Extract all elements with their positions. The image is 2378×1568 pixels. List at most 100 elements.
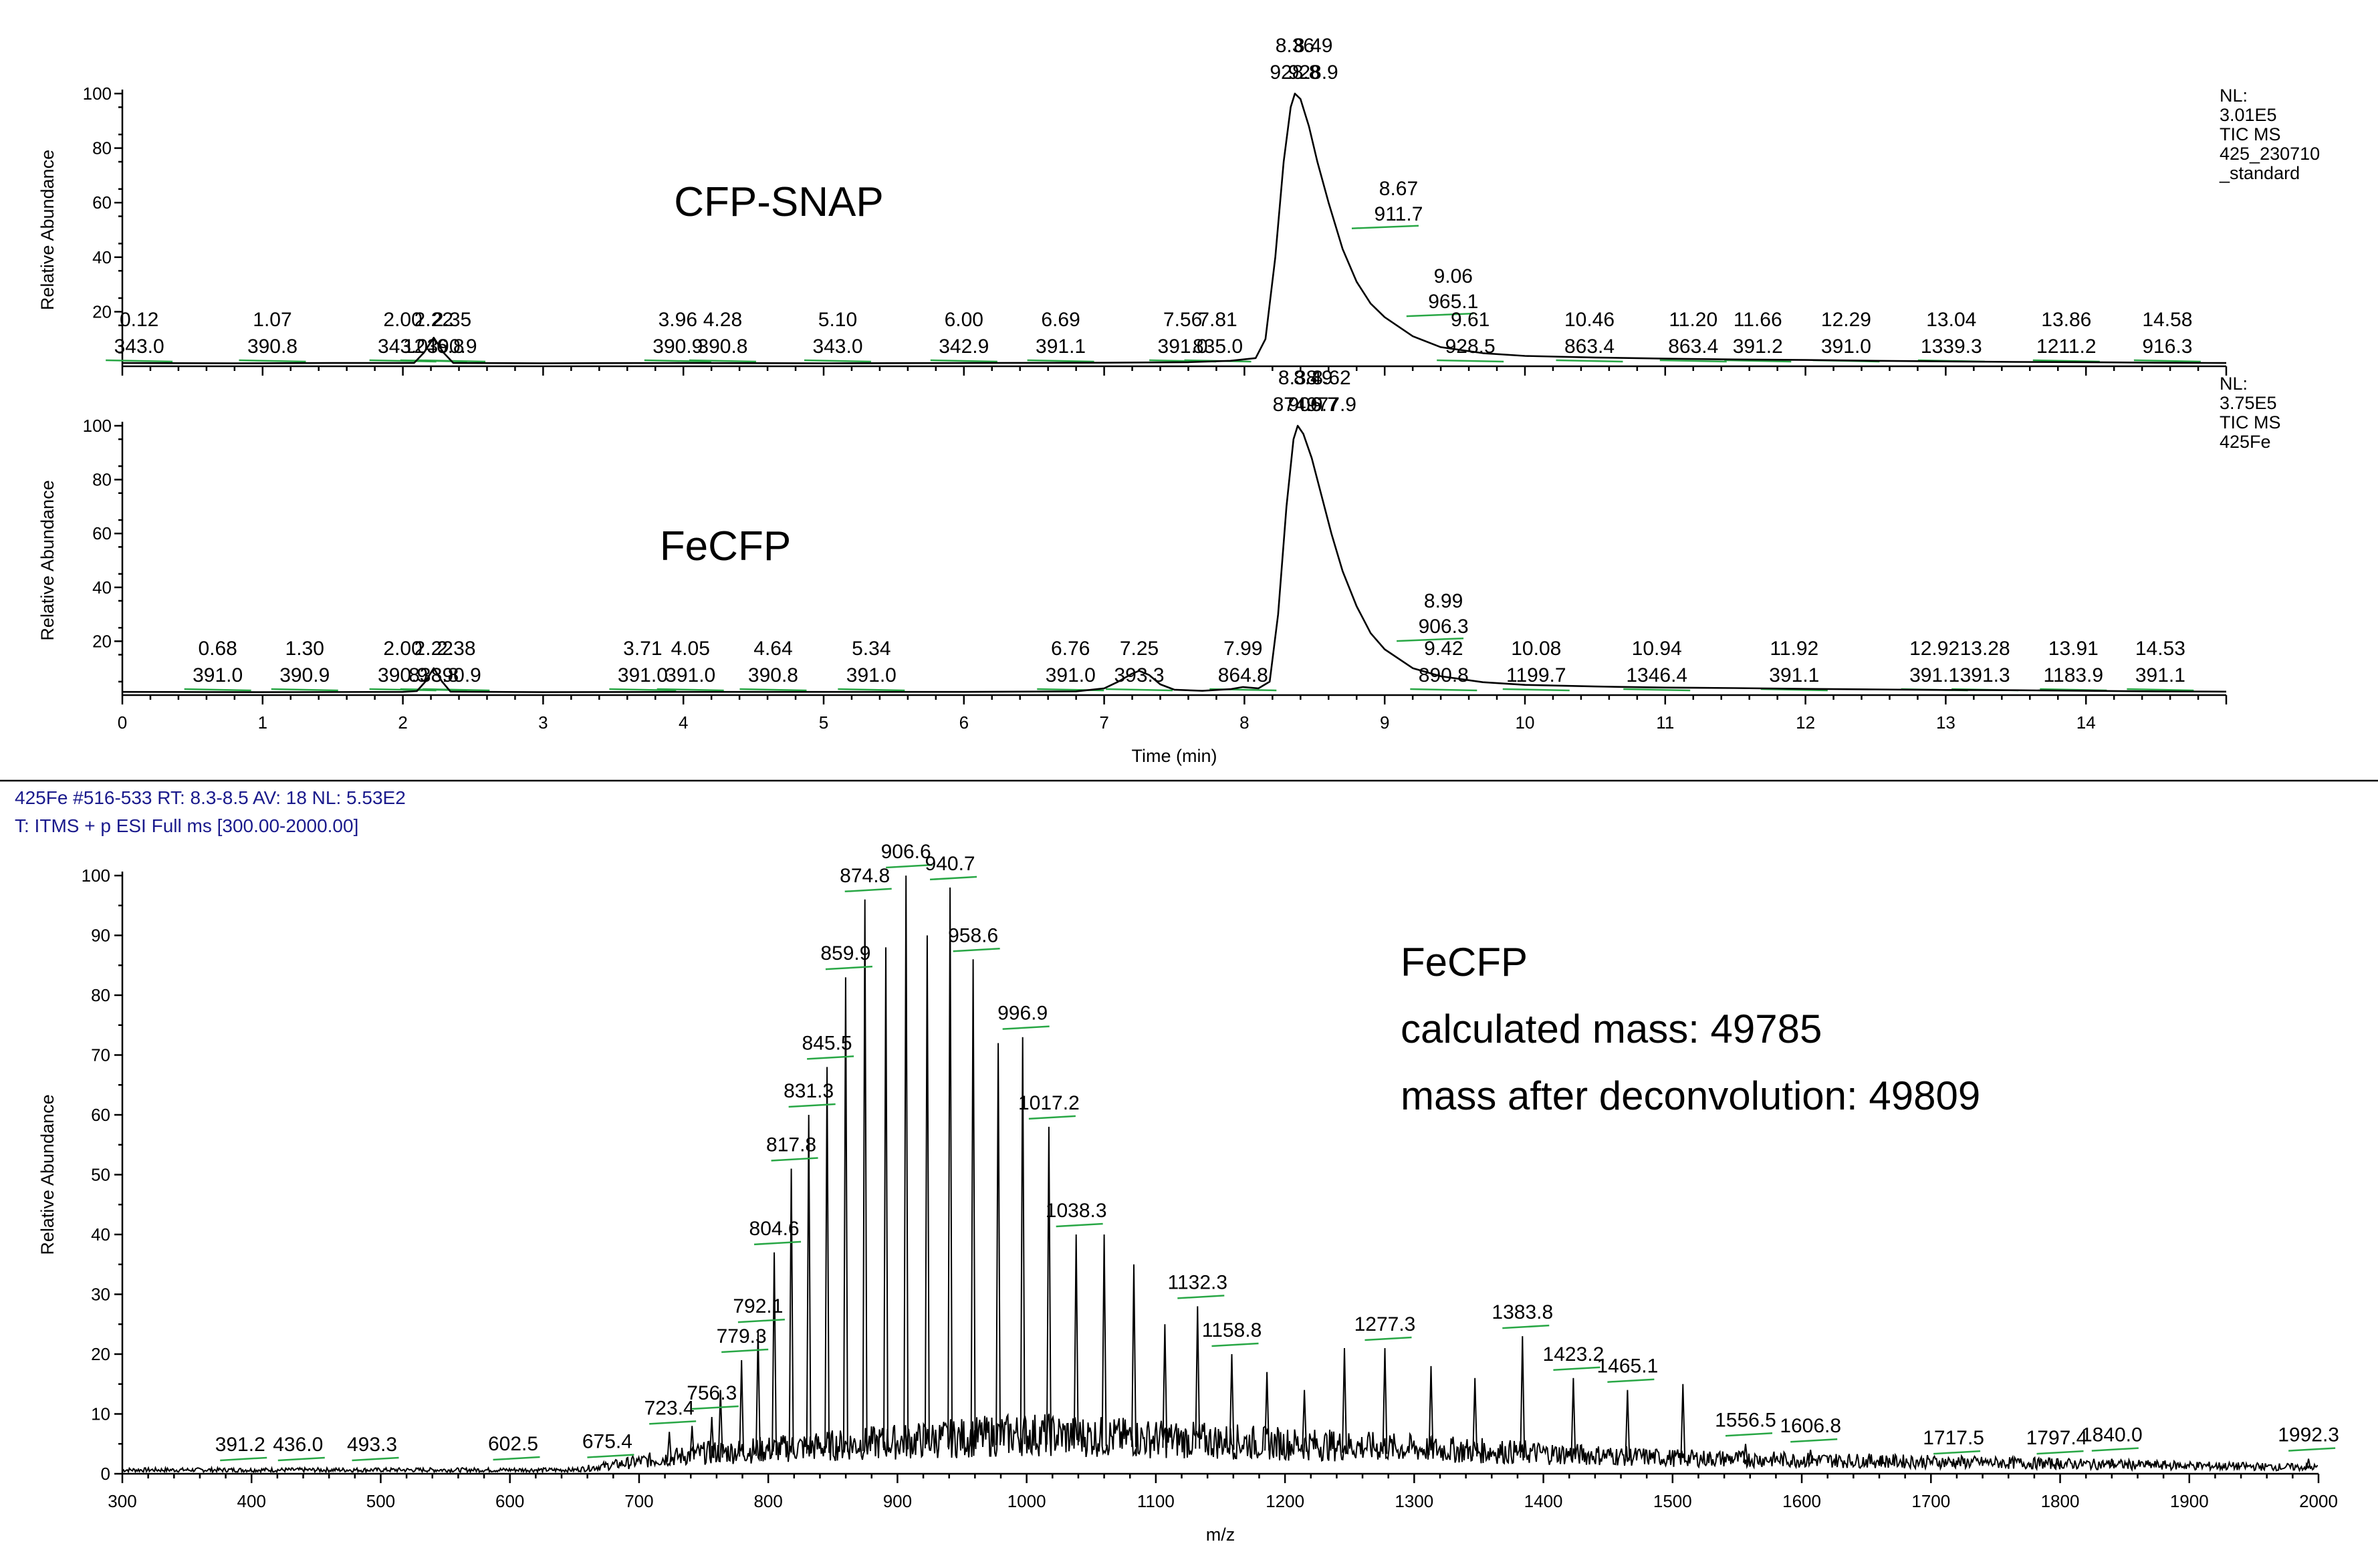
peak-leader: [2036, 1450, 2084, 1455]
spectrum-peak: [862, 899, 868, 1452]
spectrum-peak: [842, 977, 848, 1452]
y-tick-label: 90: [91, 926, 110, 946]
peak-label-mz: 390.9: [279, 664, 330, 686]
x-tick-label: 4: [679, 712, 688, 733]
peak-leader: [1502, 1324, 1550, 1329]
spectrum-peak: [709, 1416, 715, 1458]
spectrum-peak: [1877, 1455, 1883, 1464]
y-tick-label: 20: [91, 1344, 110, 1364]
peak-label-mz: 1797.4: [2026, 1427, 2088, 1449]
spectrum-peak: [1951, 1460, 1956, 1466]
peak-label-rt: 0.68: [198, 638, 237, 660]
x-tick-label: 13: [1936, 712, 1955, 733]
x-tick-label: 7: [1099, 712, 1108, 733]
spectrum-peak: [788, 1168, 794, 1455]
peak-label-mz: 779.3: [717, 1325, 767, 1347]
peak-leader: [2091, 1447, 2139, 1452]
y-tick-label: 80: [92, 138, 112, 158]
peak-leader: [771, 1157, 818, 1162]
peak-leader: [1725, 1432, 1773, 1437]
peak-label-mz: 1132.3: [1168, 1271, 1228, 1293]
peak-leader: [239, 359, 306, 363]
peak-label-mz: 343.0: [812, 336, 862, 358]
y-tick-label: 40: [91, 1224, 110, 1245]
spectrum-peak: [1808, 1450, 1814, 1464]
spectrum-peak: [1195, 1306, 1201, 1449]
peak-label-mz: 391.1: [2135, 664, 2185, 686]
peak-label-mz: 1423.2: [1543, 1343, 1604, 1365]
tic-trace: [122, 92, 2227, 364]
x-tick-label: 11: [1656, 712, 1674, 733]
peak-leader: [657, 688, 724, 692]
spectrum-peak: [1428, 1365, 1434, 1456]
peak-label-rt: 13.04: [1926, 309, 1976, 331]
y-tick-label: 40: [92, 577, 112, 598]
spectrum-peak: [755, 1330, 761, 1456]
peak-leader: [753, 1240, 802, 1246]
x-tick-label: 1700: [1911, 1491, 1950, 1511]
trace-info-line: 425Fe: [2220, 432, 2271, 452]
y-axis-title: Relative Abundance: [37, 150, 57, 310]
x-tick-label: 1500: [1653, 1491, 1692, 1511]
peak-label-rt: 8.49: [1294, 367, 1332, 389]
x-axis-title: Time (min): [1132, 746, 1217, 766]
x-tick-label: 1900: [2170, 1491, 2209, 1511]
y-tick-label: 80: [92, 470, 112, 490]
peak-leader: [1724, 359, 1792, 363]
peak-label-mz: 723.4: [644, 1397, 695, 1419]
peak-leader: [1028, 1115, 1076, 1120]
spectrum-peak: [1073, 1234, 1079, 1446]
peak-label-mz: 602.5: [488, 1433, 538, 1455]
x-tick-label: 300: [108, 1491, 136, 1511]
x-tick-label: 400: [237, 1491, 266, 1511]
spectrum-peak: [924, 935, 930, 1449]
peak-leader: [2288, 1447, 2336, 1452]
peak-label-mz: 1339.3: [1921, 336, 1982, 358]
peak-leader: [1553, 1366, 1600, 1371]
peak-leader: [2127, 688, 2194, 692]
peak-label-rt: 8.62: [1312, 367, 1350, 389]
peak-label-rt: 4.28: [703, 309, 742, 331]
peak-label-mz: 390.8: [748, 664, 798, 686]
x-tick-label: 1600: [1782, 1491, 1821, 1511]
peak-label-mz: 835.0: [1193, 336, 1243, 358]
peak-leader: [807, 1055, 854, 1060]
peak-label-mz: 391.0: [1046, 664, 1096, 686]
spectrum-peak: [717, 1390, 723, 1458]
spectrum-peak: [947, 887, 953, 1448]
peak-label-mz: 1383.8: [1492, 1301, 1553, 1323]
peak-label-rt: 4.64: [753, 638, 792, 660]
peak-label-mz: 391.0: [618, 664, 668, 686]
x-tick-label: 0: [118, 712, 127, 733]
peak-label-mz: 391.1: [1769, 664, 1819, 686]
y-tick-label: 60: [91, 1105, 110, 1125]
peak-label-rt: 7.25: [1120, 638, 1159, 660]
peak-label-mz: 890.8: [1419, 664, 1469, 686]
y-tick-label: 100: [82, 866, 110, 886]
x-tick-label: 800: [753, 1491, 782, 1511]
trace-info-line: TIC MS: [2220, 124, 2281, 144]
peak-leader: [1933, 1450, 1981, 1455]
trace-info-line: 3.01E5: [2220, 105, 2277, 125]
x-tick-label: 900: [883, 1491, 912, 1511]
peak-leader: [1406, 312, 1473, 317]
mass-spectrum-fecfp: 0 10 20 30 40 50 60 70 80 90 100 Relative Abundance…: [37, 841, 2339, 1545]
x-tick-label: 1300: [1395, 1491, 1433, 1511]
y-tick-label: 80: [91, 985, 110, 1005]
peak-label-mz: 1199.7: [1506, 664, 1566, 686]
peak-label-mz: 391.0: [846, 664, 897, 686]
spectrum-peak: [1264, 1371, 1270, 1451]
x-tick-label: 600: [495, 1491, 524, 1511]
annotation-mass: mass after deconvolution: 49809: [1401, 1073, 1980, 1118]
peak-label-mz: 1158.8: [1202, 1319, 1262, 1341]
spectrum-peak: [1520, 1336, 1526, 1458]
peak-label-rt: 2.38: [437, 638, 475, 660]
peak-leader: [788, 1103, 836, 1108]
peak-label-mz: 911.7: [1375, 203, 1423, 225]
peak-label-mz: 863.4: [1668, 336, 1718, 358]
spectrum-peak: [806, 1114, 812, 1454]
spectrum-peak: [739, 1359, 745, 1457]
y-tick-label: 20: [92, 631, 112, 651]
peak-leader: [2133, 359, 2201, 363]
